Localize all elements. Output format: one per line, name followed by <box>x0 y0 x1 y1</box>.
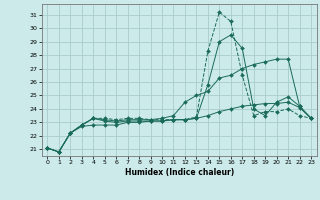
X-axis label: Humidex (Indice chaleur): Humidex (Indice chaleur) <box>124 168 234 177</box>
